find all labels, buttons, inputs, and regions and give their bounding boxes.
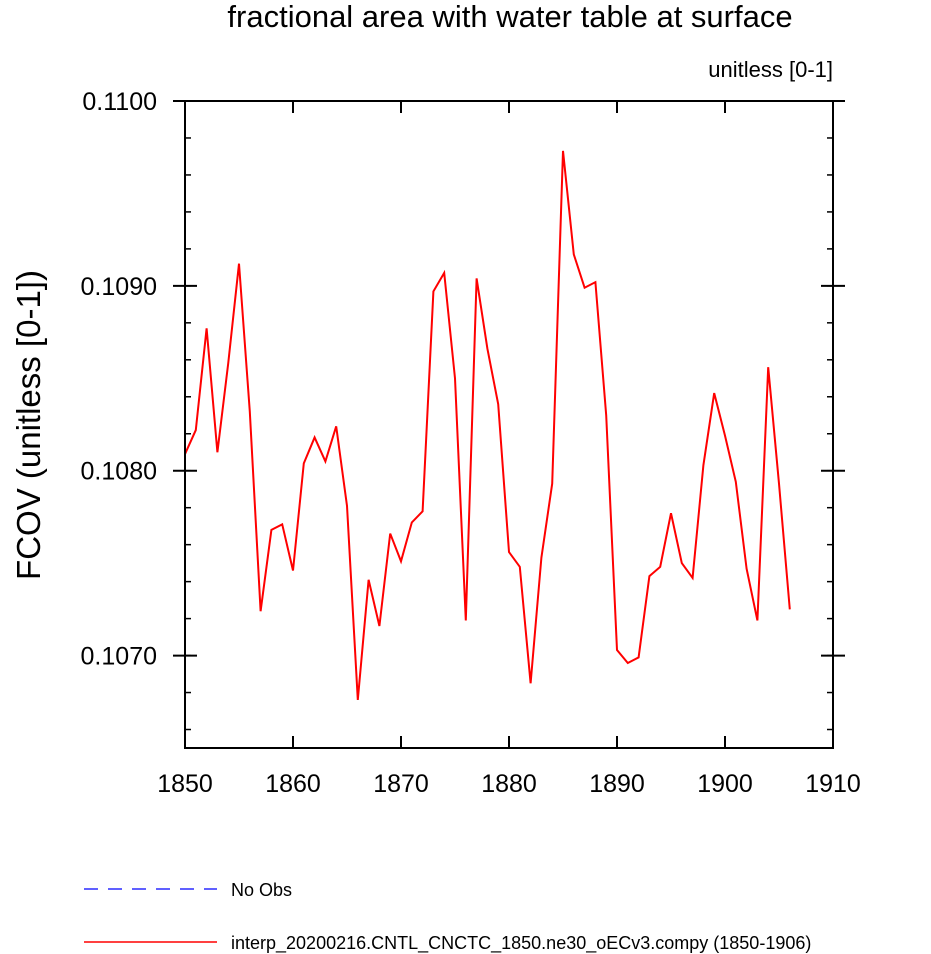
x-tick-label: 1900 bbox=[697, 770, 753, 798]
y-tick-label: 0.1080 bbox=[81, 458, 157, 486]
chart-title: fractional area with water table at surf… bbox=[227, 0, 792, 34]
series-line bbox=[184, 150, 791, 701]
y-tick-label: 0.1100 bbox=[82, 88, 157, 116]
units-label: unitless [0-1] bbox=[708, 57, 833, 82]
legend: No Obs interp_20200216.CNTL_CNCTC_1850.ne… bbox=[84, 880, 811, 954]
x-tick-label: 1890 bbox=[589, 770, 645, 798]
x-tick-label: 1880 bbox=[481, 770, 537, 798]
legend-label: interp_20200216.CNTL_CNCTC_1850.ne30_oEC… bbox=[231, 933, 811, 954]
x-tick-label: 1850 bbox=[157, 770, 213, 798]
x-tick-label: 1860 bbox=[265, 770, 321, 798]
plot-frame bbox=[184, 100, 834, 749]
axis-ticks: 1850 1860 1870 1880 1890 1900 1910 0.1070 0.1080… bbox=[81, 88, 861, 798]
y-tick-label: 0.1090 bbox=[81, 273, 157, 301]
legend-label: No Obs bbox=[231, 880, 292, 900]
x-tick-label: 1910 bbox=[805, 770, 861, 798]
y-axis-label: FCOV (unitless [0-1]) bbox=[10, 270, 47, 580]
plot-area bbox=[184, 150, 791, 701]
y-tick-label: 0.1070 bbox=[81, 643, 157, 671]
x-tick-label: 1870 bbox=[373, 770, 429, 798]
